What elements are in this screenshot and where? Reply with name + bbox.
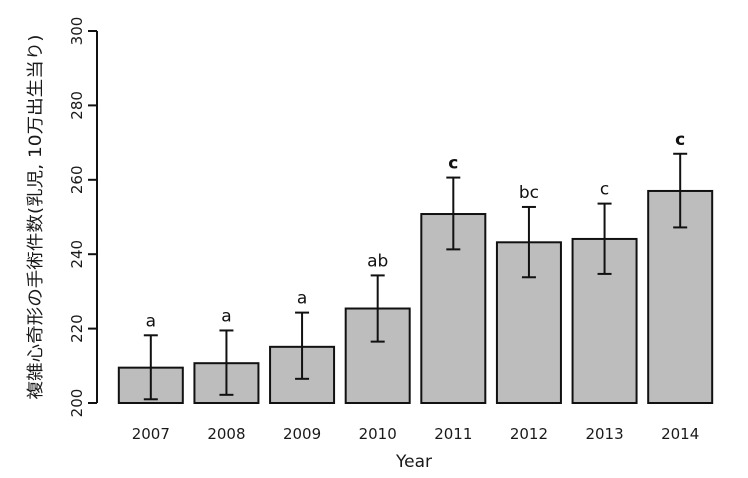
axes: 200 220 240 260 280 300 複雑心奇形の手術件数(乳児, 10万出生当り… [26, 17, 432, 472]
y-tick-label: 260 [68, 165, 86, 194]
significance-label-2009: a [297, 289, 307, 309]
y-tick-label: 200 [68, 389, 86, 418]
y-tick-label: 240 [68, 240, 86, 269]
significance-label-2014: c [675, 130, 685, 150]
y-tick-label: 300 [68, 17, 86, 46]
significance-label-2013: c [600, 180, 609, 200]
x-axis-title: Year [395, 452, 432, 472]
significance-label-2011: c [448, 154, 458, 174]
significance-label-2007: a [146, 311, 156, 331]
x-tick-label-2012: 2012 [510, 425, 548, 443]
x-tick-label-2011: 2011 [434, 425, 472, 443]
x-tick-label-2007: 2007 [132, 425, 170, 443]
y-tick-label: 280 [68, 91, 86, 120]
x-tick-label-2008: 2008 [207, 425, 245, 443]
labels: a 2007 a 2008 a 2009 ab 2010 c 2011 bc 2012 c 2013 c 20… [132, 130, 700, 443]
x-tick-label-2009: 2009 [283, 425, 321, 443]
x-tick-label-2014: 2014 [661, 425, 699, 443]
x-tick-label-2010: 2010 [359, 425, 397, 443]
significance-label-2008: a [221, 306, 231, 326]
significance-label-2010: ab [367, 251, 388, 271]
error-bars [143, 152, 688, 401]
y-tick-label: 220 [68, 314, 86, 343]
y-axis-title: 複雑心奇形の手術件数(乳児, 10万出生当り) [26, 35, 46, 400]
significance-label-2012: bc [519, 183, 539, 203]
x-tick-label-2013: 2013 [585, 425, 623, 443]
bars [117, 189, 714, 405]
